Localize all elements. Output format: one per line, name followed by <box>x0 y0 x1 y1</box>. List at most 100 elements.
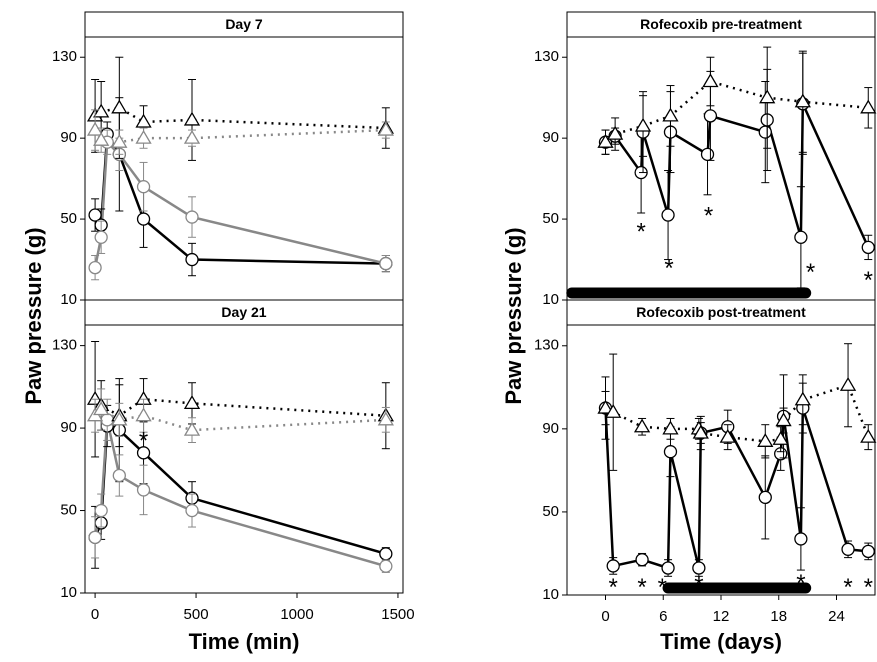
circle-marker <box>692 561 706 575</box>
series-line <box>94 130 386 265</box>
triangle-marker <box>662 107 679 122</box>
circle-marker <box>861 240 875 255</box>
circle-marker <box>661 561 675 575</box>
plot-frame <box>84 324 404 594</box>
x-tick-label: 0 <box>91 606 99 623</box>
circle-marker <box>703 109 718 123</box>
y-tick-label: 10 <box>60 291 77 308</box>
circle-marker <box>379 547 393 561</box>
triangle-marker <box>135 129 152 144</box>
y-tick-label: 90 <box>542 420 559 437</box>
triangle-marker <box>93 131 110 146</box>
triangle-marker <box>377 411 394 426</box>
y-tick-label: 10 <box>60 584 77 601</box>
triangle-marker <box>111 133 128 148</box>
significance-mark: * <box>843 574 852 601</box>
y-axis-label: Paw pressure (g) <box>501 227 526 404</box>
triangle-marker <box>757 433 774 447</box>
triangle-marker <box>183 111 201 126</box>
circle-marker <box>136 483 151 497</box>
y-tick-label: 10 <box>542 291 559 308</box>
triangle-marker <box>794 93 811 108</box>
significance-mark: * <box>806 259 815 286</box>
significance-mark: * <box>139 428 148 455</box>
circle-marker <box>94 503 108 518</box>
panel-title: Rofecoxib post-treatment <box>636 304 806 320</box>
series-line <box>94 128 386 144</box>
y-tick-label: 90 <box>60 129 77 146</box>
x-tick-label: 24 <box>828 608 845 625</box>
circle-marker <box>185 252 199 267</box>
circle-marker <box>794 230 808 244</box>
triangle-marker <box>597 399 614 414</box>
title-strip <box>566 11 876 38</box>
y-tick-label: 90 <box>542 129 559 146</box>
circle-marker <box>379 256 393 271</box>
y-tick-label: 130 <box>534 48 559 65</box>
title-strip <box>84 11 404 38</box>
circle-marker <box>606 559 620 573</box>
x-tick-label: 1500 <box>381 606 414 623</box>
triangle-marker <box>606 125 624 140</box>
circle-marker <box>794 532 808 546</box>
y-tick-label: 50 <box>542 503 559 520</box>
triangle-marker <box>759 89 776 104</box>
circle-marker <box>88 530 102 544</box>
y-tick-label: 10 <box>542 586 559 603</box>
triangle-marker <box>839 376 857 391</box>
significance-mark: * <box>609 574 618 601</box>
circle-marker <box>112 468 126 483</box>
triangle-marker <box>662 420 679 435</box>
x-tick-label: 1000 <box>280 606 313 623</box>
triangle-marker <box>111 99 128 114</box>
circle-marker <box>136 180 151 194</box>
significance-mark: * <box>704 202 713 229</box>
triangle-marker <box>597 133 614 148</box>
y-tick-label: 50 <box>542 210 559 227</box>
significance-mark: * <box>637 574 646 601</box>
circle-marker <box>136 446 151 460</box>
significance-mark: * <box>864 267 873 294</box>
triangle-marker <box>86 121 104 136</box>
triangle-marker <box>794 391 811 406</box>
x-tick-label: 6 <box>659 608 667 625</box>
triangle-marker <box>860 99 877 114</box>
triangle-marker <box>634 117 652 132</box>
circle-marker <box>661 208 675 222</box>
x-tick-label: 12 <box>713 608 730 625</box>
circle-marker <box>185 210 199 224</box>
plot-frame <box>566 36 876 301</box>
triangle-marker <box>93 401 110 416</box>
triangle-marker <box>93 103 110 118</box>
x-tick-label: 0 <box>601 608 609 625</box>
triangle-marker <box>719 428 736 443</box>
series-line <box>94 106 386 130</box>
circle-marker <box>136 212 151 226</box>
circle-marker <box>758 125 772 139</box>
series-line <box>604 383 870 443</box>
y-tick-label: 50 <box>60 502 77 519</box>
triangle-marker <box>772 430 789 445</box>
triangle-marker <box>633 418 651 433</box>
panel-title: Rofecoxib pre-treatment <box>640 16 802 32</box>
triangle-marker <box>183 129 201 144</box>
panel-title: Day 7 <box>225 16 263 32</box>
circle-marker <box>700 147 715 161</box>
y-tick-label: 90 <box>60 419 77 436</box>
triangle-marker <box>135 113 152 128</box>
circle-marker <box>758 490 772 505</box>
triangle-marker <box>111 411 128 426</box>
circle-marker <box>379 559 393 573</box>
circle-marker <box>841 542 855 556</box>
x-axis-label: Time (days) <box>660 629 782 654</box>
significance-mark: * <box>864 574 873 601</box>
circle-marker <box>663 445 678 459</box>
x-tick-label: 18 <box>770 608 787 625</box>
y-tick-label: 130 <box>52 337 77 354</box>
triangle-marker <box>860 428 877 443</box>
circle-marker <box>88 260 102 275</box>
triangle-marker <box>183 395 201 409</box>
triangle-marker <box>605 403 622 418</box>
triangle-marker <box>135 407 152 422</box>
